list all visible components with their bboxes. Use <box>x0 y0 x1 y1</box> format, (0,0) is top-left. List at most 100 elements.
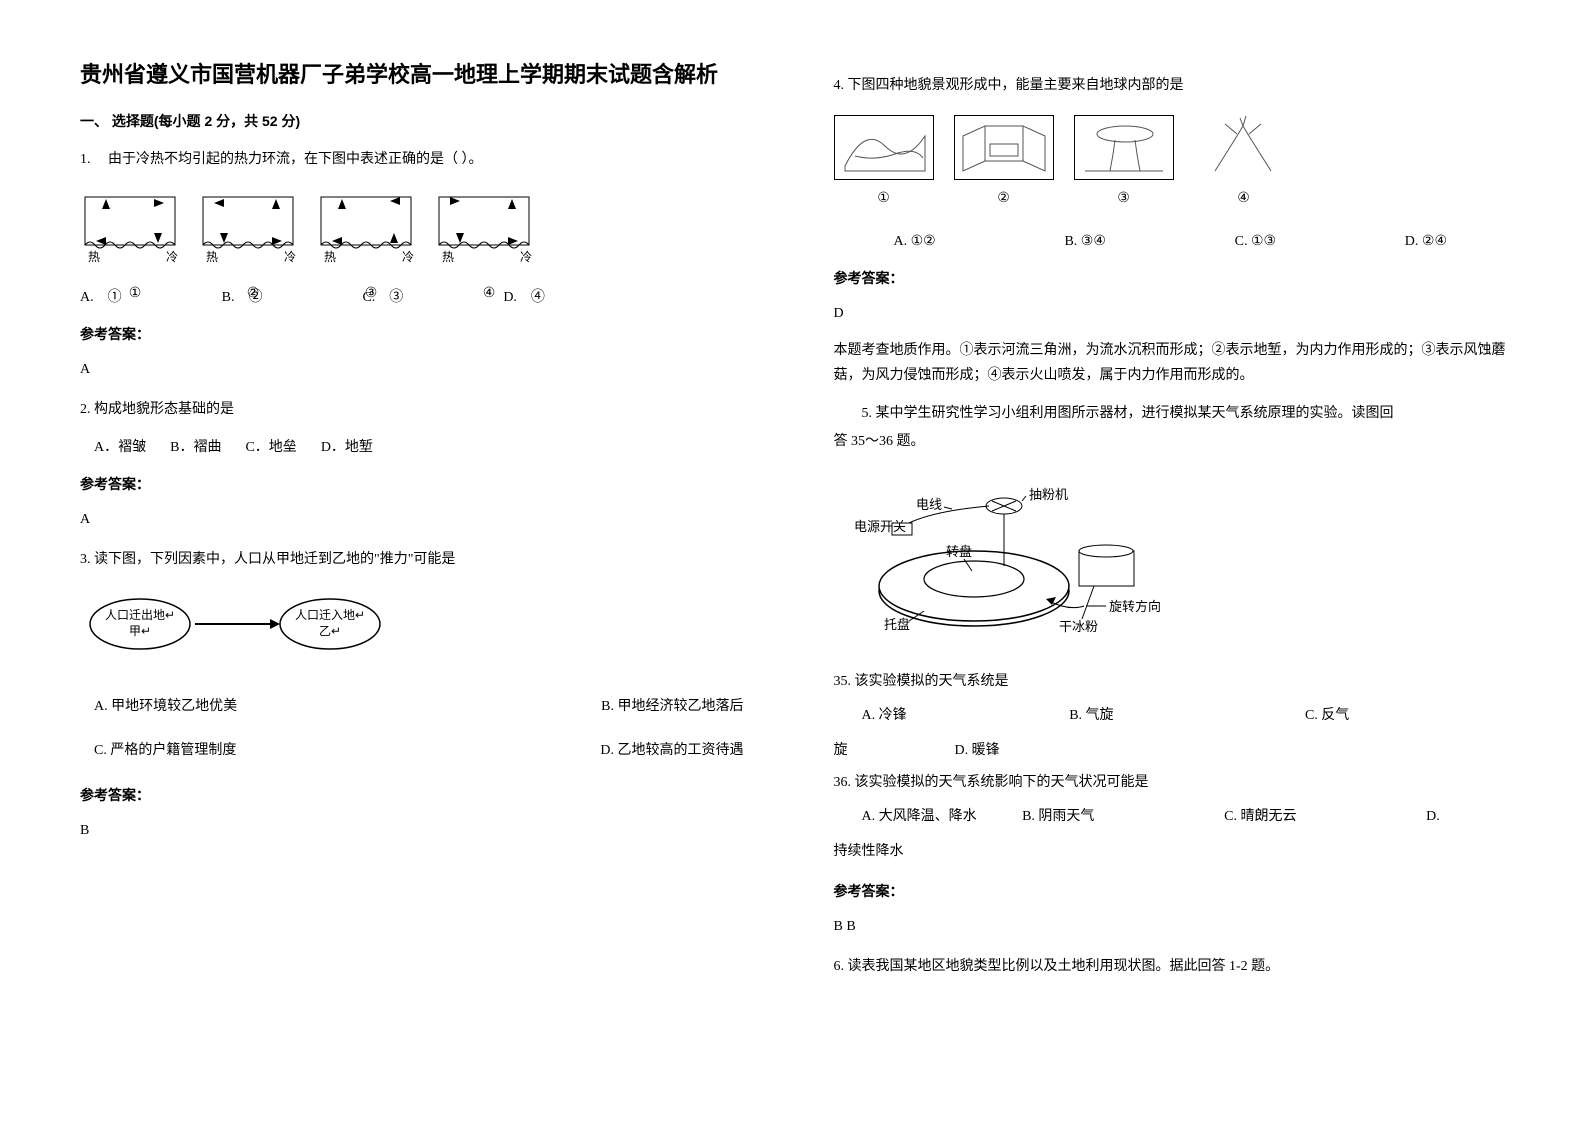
q3-opt-c: C. 严格的户籍管理制度 <box>80 737 417 765</box>
q4-opt-a: A. ①② <box>894 228 936 256</box>
q5-num: 5. <box>862 406 873 421</box>
landform-img-2 <box>954 115 1054 180</box>
q5-answer-label: 参考答案： <box>834 879 1508 907</box>
q3-options: A. 甲地环境较乙地优美 B. 甲地经济较乙地落后 C. 严格的户籍管理制度 D… <box>80 685 754 773</box>
svg-text:热: 热 <box>324 250 336 264</box>
diag4-label: ④ <box>434 280 544 308</box>
landform-2: ② <box>954 115 1054 213</box>
q3-opt-d: D. 乙地较高的工资待遇 <box>417 737 754 765</box>
svg-text:人口迁出地↵: 人口迁出地↵ <box>105 608 175 622</box>
q4-body: 下图四种地貌景观形成中，能量主要来自地球内部的是 <box>848 78 1184 93</box>
question-2: 2. 构成地貌形态基础的是 A．褶皱 B．褶曲 C．地垒 D．地堑 参考答案： … <box>80 396 754 534</box>
q3-answer: B <box>80 817 754 845</box>
q4-opt-c: C. ①③ <box>1235 228 1276 256</box>
thermal-diagram-2: 热 冷 ② <box>198 189 308 269</box>
svg-text:冷: 冷 <box>520 250 532 264</box>
q3-opt-b: B. 甲地经济较乙地落后 <box>417 693 754 721</box>
svg-text:电源开关: 电源开关 <box>854 519 906 534</box>
q1-diagrams: 热 冷 ① 热 冷 ② <box>80 189 754 269</box>
q4-opt-b: B. ③④ <box>1064 228 1105 256</box>
diag3-label: ③ <box>316 280 426 308</box>
q35-opt-c: C. 反气 <box>1305 698 1507 733</box>
question-6: 6. 读表我国某地区地貌类型比例以及土地利用现状图。据此回答 1-2 题。 <box>834 953 1508 981</box>
right-column: 4. 下图四种地貌景观形成中，能量主要来自地球内部的是 ① <box>794 60 1548 1062</box>
svg-text:抽粉机: 抽粉机 <box>1029 487 1068 502</box>
q1-body: 由于冷热不均引起的热力环流，在下图中表述正确的是（ ）。 <box>108 152 483 167</box>
q5-intro2: 答 35～36 题。 <box>834 428 1508 456</box>
left-column: 贵州省遵义市国营机器厂子弟学校高一地理上学期期末试题含解析 一、 选择题(每小题… <box>40 60 794 1062</box>
q2-opt-c: C．地垒 <box>245 434 296 462</box>
landform-img-4 <box>1194 115 1294 180</box>
question-1: 1. 由于冷热不均引起的热力环流，在下图中表述正确的是（ ）。 热 冷 ① <box>80 146 754 384</box>
landform-label-1: ① <box>877 191 890 206</box>
q2-num: 2. <box>80 402 91 417</box>
q3-text: 3. 读下图，下列因素中，人口从甲地迁到乙地的"推力"可能是 <box>80 546 754 574</box>
svg-text:冷: 冷 <box>402 250 414 264</box>
svg-text:人口迁入地↵: 人口迁入地↵ <box>295 608 365 622</box>
q4-explanation: 本题考查地质作用。①表示河流三角洲，为流水沉积而形成；②表示地堑，为内力作用形成… <box>834 338 1508 388</box>
svg-text:旋转方向: 旋转方向 <box>1109 599 1161 614</box>
q2-opt-a: A．褶皱 <box>94 434 146 462</box>
q35-options: A. 冷锋 B. 气旋 C. 反气 <box>834 698 1508 733</box>
q2-opt-b: B．褶曲 <box>170 434 221 462</box>
diag2-label: ② <box>198 280 308 308</box>
question-3: 3. 读下图，下列因素中，人口从甲地迁到乙地的"推力"可能是 人口迁出地↵ 甲↵… <box>80 546 754 845</box>
q35-opt-d: D. 暖锋 <box>955 743 1000 758</box>
landform-label-2: ② <box>997 191 1010 206</box>
q5-intro-text: 某中学生研究性学习小组利用图所示器材，进行模拟某天气系统原理的实验。读图回 <box>876 406 1394 421</box>
q3-opt-a: A. 甲地环境较乙地优美 <box>80 693 417 721</box>
q36-opt-a: A. 大风降温、降水 <box>834 799 1023 834</box>
svg-text:乙↵: 乙↵ <box>319 624 341 638</box>
q35-text: 35. 该实验模拟的天气系统是 <box>834 667 1508 698</box>
q36-text: 36. 该实验模拟的天气系统影响下的天气状况可能是 <box>834 768 1508 799</box>
question-5: 5. 某中学生研究性学习小组利用图所示器材，进行模拟某天气系统原理的实验。读图回… <box>834 400 1508 941</box>
svg-text:冷: 冷 <box>284 250 296 264</box>
q2-body: 构成地貌形态基础的是 <box>94 402 234 417</box>
svg-text:热: 热 <box>88 250 100 264</box>
landform-label-3: ③ <box>1117 191 1130 206</box>
thermal-diagram-1: 热 冷 ① <box>80 189 190 269</box>
landform-img-1 <box>834 115 934 180</box>
svg-text:冷: 冷 <box>166 250 178 264</box>
thermal-diagram-3: 热 冷 ③ <box>316 189 426 269</box>
exam-title: 贵州省遵义市国营机器厂子弟学校高一地理上学期期末试题含解析 <box>80 60 754 91</box>
q36-options: A. 大风降温、降水 B. 阴雨天气 C. 晴朗无云 D. <box>834 799 1508 834</box>
svg-text:热: 热 <box>442 250 454 264</box>
landform-img-3 <box>1074 115 1174 180</box>
landform-1: ① <box>834 115 934 213</box>
q3-num: 3. <box>80 552 91 567</box>
q35-opt-a: A. 冷锋 <box>834 698 1070 733</box>
diag1-label: ① <box>80 280 190 308</box>
q2-answer: A <box>80 506 754 534</box>
q1-answer: A <box>80 356 754 384</box>
q6-body: 读表我国某地区地貌类型比例以及土地利用现状图。据此回答 1-2 题。 <box>848 959 1280 974</box>
q35-options-line2: 旋 D. 暖锋 <box>834 733 1508 768</box>
q6-num: 6. <box>834 959 845 974</box>
q4-text: 4. 下图四种地貌景观形成中，能量主要来自地球内部的是 <box>834 72 1508 100</box>
q35-opt-b: B. 气旋 <box>1069 698 1305 733</box>
q2-text: 2. 构成地貌形态基础的是 <box>80 396 754 424</box>
q1-answer-label: 参考答案： <box>80 322 754 350</box>
landform-4: ④ <box>1194 115 1294 213</box>
q2-opt-d: D．地堑 <box>321 434 373 462</box>
q5-answer: B B <box>834 913 1508 941</box>
q1-text: 1. 由于冷热不均引起的热力环流，在下图中表述正确的是（ ）。 <box>80 146 754 174</box>
q3-body: 读下图，下列因素中，人口从甲地迁到乙地的"推力"可能是 <box>94 552 455 567</box>
q4-options: A. ①② B. ③④ C. ①③ D. ②④ <box>834 228 1508 256</box>
q35-opt-c2: 旋 <box>834 743 848 758</box>
svg-text:甲↵: 甲↵ <box>129 624 151 638</box>
q2-options: A．褶皱 B．褶曲 C．地垒 D．地堑 <box>80 434 754 462</box>
q4-images: ① ② <box>834 115 1508 213</box>
svg-text:转盘: 转盘 <box>946 544 972 559</box>
q2-answer-label: 参考答案： <box>80 472 754 500</box>
q4-opt-d: D. ②④ <box>1405 228 1447 256</box>
svg-text:干冰粉: 干冰粉 <box>1059 619 1098 634</box>
svg-text:热: 热 <box>206 250 218 264</box>
q1-num: 1. <box>80 152 91 167</box>
q36-opt-d2: 持续性降水 <box>834 834 1508 869</box>
q36-opt-d: D. <box>1426 799 1440 834</box>
q36-opt-c: C. 晴朗无云 <box>1224 799 1426 834</box>
q36-opt-b: B. 阴雨天气 <box>1022 799 1224 834</box>
thermal-diagram-4: 热 冷 ④ <box>434 189 544 269</box>
q3-diagram: 人口迁出地↵ 甲↵ 人口迁入地↵ 乙↵ <box>80 589 754 670</box>
